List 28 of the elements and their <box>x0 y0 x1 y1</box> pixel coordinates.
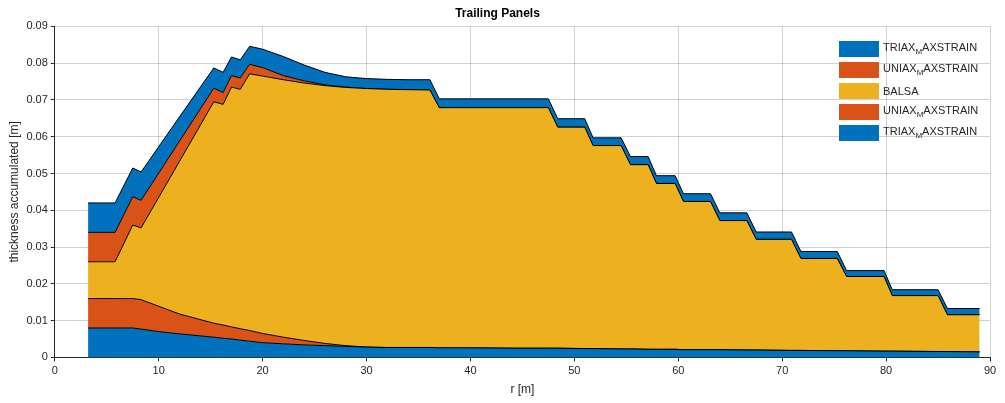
x-tick-label: 50 <box>568 364 581 377</box>
x-tick-label: 60 <box>672 364 685 377</box>
x-tick-label: 90 <box>983 364 997 377</box>
x-tick-label: 70 <box>776 364 789 377</box>
y-tick-label: 0.03 <box>26 240 48 253</box>
y-tick-label: 0.06 <box>26 129 48 142</box>
y-tick-label: 0.02 <box>26 276 48 289</box>
legend-label: UNIAX$_{M}$AXSTRAIN <box>883 104 979 120</box>
x-axis-title: r [m] <box>510 382 535 397</box>
y-tick-label: 0.04 <box>26 203 48 216</box>
y-tick-label: 0 <box>41 350 48 363</box>
x-tick-label: 80 <box>879 364 893 377</box>
y-tick-label: 0.01 <box>26 313 48 326</box>
x-tick-label: 10 <box>152 364 165 377</box>
x-tick-label: 30 <box>360 364 373 377</box>
y-axis-title: thickness accumulated [m] <box>6 121 21 263</box>
y-tick-label: 0.07 <box>26 92 48 105</box>
legend-label: TRIAX$_{M}$AXSTRAIN <box>883 125 978 141</box>
x-tick-label: 20 <box>256 364 269 377</box>
legend-label: UNIAX$_{M}$AXSTRAIN <box>883 62 979 78</box>
y-tick-label: 0.09 <box>26 19 48 32</box>
x-tick-label: 40 <box>464 364 477 377</box>
x-tick-label: 0 <box>51 364 58 377</box>
legend-label: TRIAX$_{M}$AXSTRAIN <box>883 41 978 57</box>
legend-label: BALSA <box>883 84 919 97</box>
y-tick-label: 0.08 <box>26 56 48 69</box>
y-tick-label: 0.05 <box>26 166 48 179</box>
chart-title: Trailing Panels <box>455 5 541 20</box>
